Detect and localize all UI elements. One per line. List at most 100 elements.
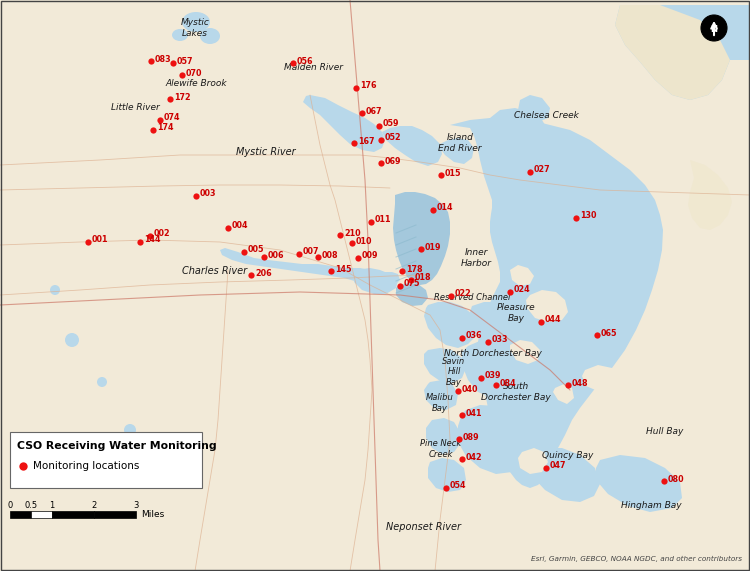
Text: 011: 011 bbox=[375, 215, 392, 224]
Bar bbox=[52, 511, 94, 518]
Polygon shape bbox=[518, 95, 550, 122]
Bar bbox=[94, 511, 136, 518]
Polygon shape bbox=[424, 302, 478, 348]
Text: 057: 057 bbox=[177, 57, 194, 66]
Polygon shape bbox=[510, 265, 534, 286]
Text: Mystic
Lakes: Mystic Lakes bbox=[181, 18, 209, 38]
Polygon shape bbox=[396, 283, 428, 306]
Text: South
Dorchester Bay: South Dorchester Bay bbox=[482, 383, 550, 402]
Ellipse shape bbox=[200, 28, 220, 44]
Text: Esri, Garmin, GEBCO, NOAA NGDC, and other contributors: Esri, Garmin, GEBCO, NOAA NGDC, and othe… bbox=[531, 556, 742, 562]
Text: 014: 014 bbox=[437, 203, 454, 212]
Polygon shape bbox=[596, 455, 682, 512]
Polygon shape bbox=[526, 290, 568, 322]
Polygon shape bbox=[220, 248, 400, 288]
Text: Malibu
Bay: Malibu Bay bbox=[426, 393, 454, 413]
Polygon shape bbox=[426, 418, 460, 454]
Text: 002: 002 bbox=[154, 230, 170, 239]
Polygon shape bbox=[458, 405, 534, 474]
Text: 010: 010 bbox=[356, 236, 373, 246]
Polygon shape bbox=[424, 380, 458, 410]
Text: 018: 018 bbox=[415, 274, 432, 283]
Text: Mystic River: Mystic River bbox=[236, 147, 296, 157]
Text: 015: 015 bbox=[445, 168, 461, 178]
Circle shape bbox=[97, 377, 107, 387]
Text: 001: 001 bbox=[92, 235, 109, 244]
Polygon shape bbox=[428, 458, 466, 492]
Text: 174: 174 bbox=[157, 123, 173, 132]
Text: 039: 039 bbox=[485, 372, 502, 380]
Text: 024: 024 bbox=[514, 286, 531, 295]
Circle shape bbox=[65, 333, 79, 347]
Circle shape bbox=[701, 15, 727, 41]
Text: 084: 084 bbox=[500, 379, 517, 388]
Text: 0: 0 bbox=[8, 501, 13, 510]
Text: 3: 3 bbox=[134, 501, 139, 510]
Text: 089: 089 bbox=[463, 432, 480, 441]
Text: 069: 069 bbox=[385, 156, 401, 166]
Ellipse shape bbox=[182, 12, 210, 32]
Polygon shape bbox=[424, 348, 466, 383]
Text: 003: 003 bbox=[200, 190, 217, 199]
Text: 040: 040 bbox=[462, 384, 478, 393]
Text: 083: 083 bbox=[155, 54, 172, 63]
Text: North Dorchester Bay: North Dorchester Bay bbox=[444, 348, 542, 357]
Text: 210: 210 bbox=[344, 228, 361, 238]
Text: 178: 178 bbox=[406, 264, 423, 274]
Text: Chelsea Creek: Chelsea Creek bbox=[514, 111, 578, 119]
Polygon shape bbox=[415, 118, 663, 488]
Text: 007: 007 bbox=[303, 247, 320, 256]
Polygon shape bbox=[688, 160, 732, 230]
Text: 176: 176 bbox=[360, 82, 376, 90]
Text: 065: 065 bbox=[601, 328, 617, 337]
Text: 042: 042 bbox=[466, 452, 483, 461]
Text: 080: 080 bbox=[668, 475, 685, 484]
Polygon shape bbox=[354, 268, 398, 294]
Text: Monitoring locations: Monitoring locations bbox=[33, 461, 140, 471]
Text: 008: 008 bbox=[322, 251, 339, 259]
Text: Savin
Hill
Bay: Savin Hill Bay bbox=[442, 357, 466, 387]
Text: 1: 1 bbox=[50, 501, 55, 510]
Text: Hingham Bay: Hingham Bay bbox=[621, 501, 681, 509]
Text: 059: 059 bbox=[383, 119, 400, 128]
Text: CSO Receiving Water Monitoring: CSO Receiving Water Monitoring bbox=[17, 441, 217, 451]
Bar bbox=[31, 511, 52, 518]
Text: 070: 070 bbox=[186, 69, 202, 78]
Circle shape bbox=[50, 285, 60, 295]
Circle shape bbox=[85, 463, 95, 473]
Text: Charles River: Charles River bbox=[182, 266, 248, 276]
Text: 054: 054 bbox=[450, 481, 466, 490]
Polygon shape bbox=[615, 5, 730, 100]
Polygon shape bbox=[303, 95, 385, 152]
Text: 206: 206 bbox=[255, 268, 272, 278]
Text: 0.5: 0.5 bbox=[25, 501, 38, 510]
Text: 036: 036 bbox=[466, 332, 482, 340]
Text: N: N bbox=[710, 26, 718, 34]
FancyBboxPatch shape bbox=[10, 432, 202, 488]
Polygon shape bbox=[382, 126, 442, 166]
Text: Island
End River: Island End River bbox=[438, 133, 482, 152]
Polygon shape bbox=[462, 340, 524, 398]
Text: Pine Neck
Creek: Pine Neck Creek bbox=[420, 439, 461, 459]
Polygon shape bbox=[553, 384, 574, 404]
Text: 022: 022 bbox=[455, 289, 472, 299]
Text: 009: 009 bbox=[362, 251, 379, 260]
Polygon shape bbox=[488, 108, 548, 150]
Text: 2: 2 bbox=[92, 501, 97, 510]
Text: 075: 075 bbox=[404, 279, 421, 288]
Circle shape bbox=[124, 424, 136, 436]
Text: 172: 172 bbox=[174, 93, 190, 102]
Text: Reserved Channel: Reserved Channel bbox=[433, 293, 510, 303]
Polygon shape bbox=[526, 448, 600, 502]
Polygon shape bbox=[393, 192, 450, 285]
Text: 006: 006 bbox=[268, 251, 284, 259]
Text: 047: 047 bbox=[550, 461, 566, 471]
Text: 004: 004 bbox=[232, 222, 248, 231]
Text: Alewife Brook: Alewife Brook bbox=[165, 78, 226, 87]
Text: 074: 074 bbox=[164, 114, 181, 123]
Text: Miles: Miles bbox=[141, 510, 164, 519]
Text: 044: 044 bbox=[545, 316, 562, 324]
Polygon shape bbox=[440, 138, 474, 164]
Polygon shape bbox=[590, 5, 750, 100]
Text: Quincy Bay: Quincy Bay bbox=[542, 451, 594, 460]
